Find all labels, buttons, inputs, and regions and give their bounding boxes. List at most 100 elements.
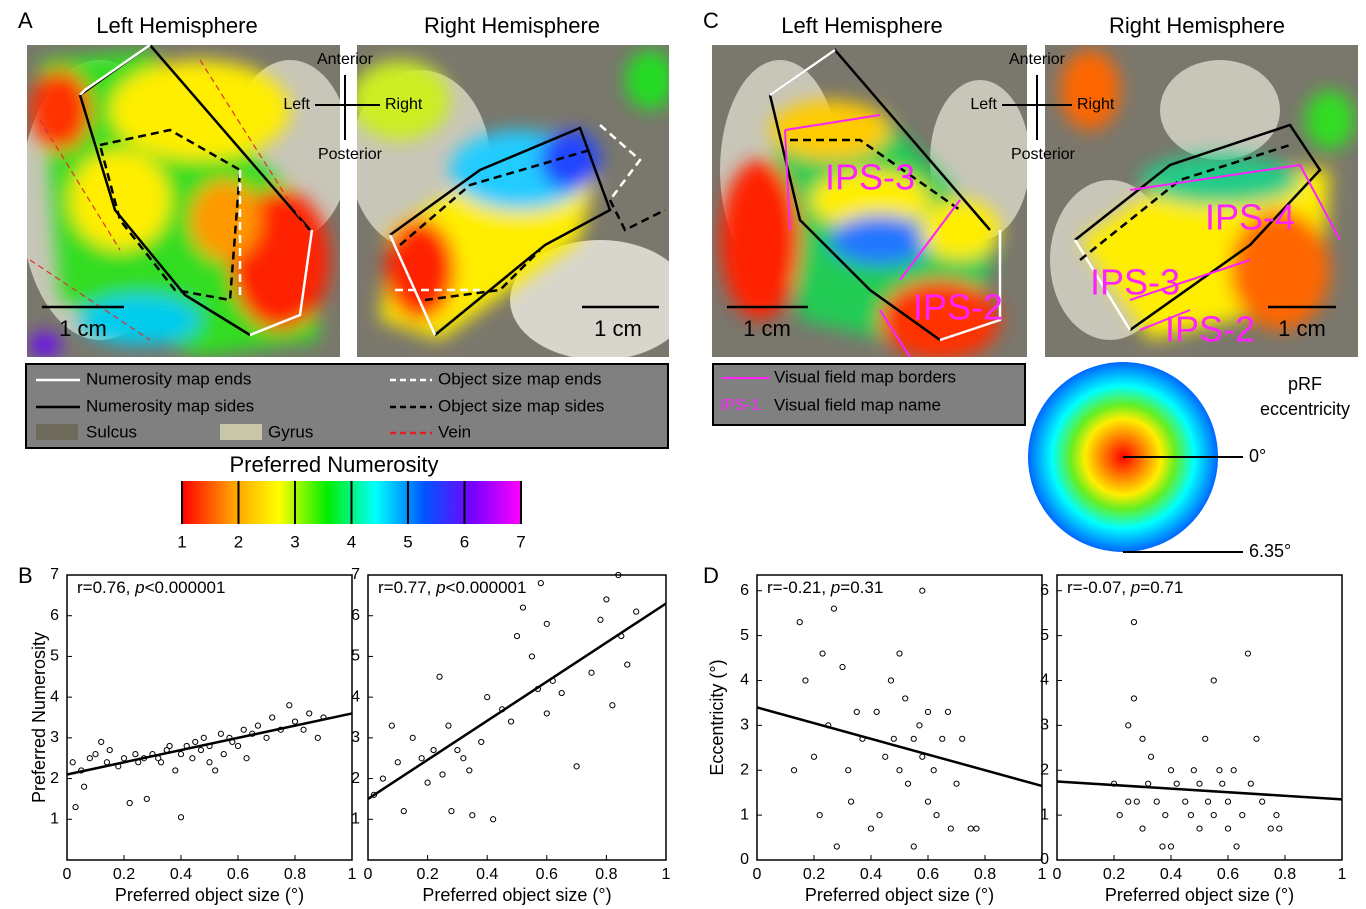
orientation-label: Left (283, 96, 310, 113)
x-tick-label: 0.8 (595, 866, 617, 883)
figure: A C B D Left Hemisphere Right Hemisphere… (0, 0, 1366, 909)
y-tick-label: 0 (740, 851, 749, 868)
y-tick-label: 3 (740, 717, 749, 734)
y-tick-label: 3 (351, 729, 360, 746)
scale-bar-label: 1 cm (1278, 316, 1326, 341)
x-tick-label: 0.2 (416, 866, 438, 883)
x-tick-label: 0.4 (1160, 866, 1182, 883)
x-tick-label: 0 (1053, 866, 1062, 883)
annotation-part: =0.31 (840, 578, 883, 597)
x-tick-label: 0.6 (536, 866, 558, 883)
x-tick-label: 0.8 (284, 866, 306, 883)
y-tick-label: 3 (50, 729, 59, 746)
legend: Numerosity map ends Numerosity map sides… (26, 364, 668, 448)
annotation-part: r=-0.07, (1067, 578, 1131, 597)
legend-label: Object size map ends (438, 369, 601, 388)
annotation-part: =0.71 (1140, 578, 1183, 597)
y-tick-label: 4 (50, 688, 59, 705)
annotation-part: <0.000001 (446, 578, 527, 597)
orientation-label: Anterior (317, 51, 374, 68)
y-tick-label: 0 (1040, 851, 1049, 868)
x-tick-label: 0.2 (113, 866, 135, 883)
y-tick-label: 7 (351, 566, 360, 583)
map-name: IPS-2 (1165, 309, 1255, 350)
y-tick-label: 3 (1040, 717, 1049, 734)
y-tick-label: 1 (351, 811, 360, 828)
annotation-part: p (435, 578, 445, 597)
x-tick-label: 0 (63, 866, 72, 883)
annotation-part: p (1130, 578, 1140, 597)
y-tick-label: 1 (50, 811, 59, 828)
annotation-part: r=0.77, (378, 578, 436, 597)
panel-label: A (18, 8, 33, 33)
y-tick-label: 4 (1040, 672, 1049, 689)
scale-bar-label: 1 cm (594, 316, 642, 341)
x-tick-label: 0.6 (917, 866, 939, 883)
scale-bar-label: 1 cm (59, 316, 107, 341)
key-tick-label: 6.35° (1249, 541, 1291, 561)
colorbar-tick-label: 3 (290, 532, 299, 551)
legend-sample: IPS-1 (720, 397, 760, 414)
colorbar-tick-label: 2 (234, 532, 243, 551)
annotation-part: p (830, 578, 840, 597)
legend-label: Sulcus (86, 422, 137, 441)
x-tick-label: 0.4 (170, 866, 192, 883)
y-tick-label: 6 (351, 607, 360, 624)
y-tick-label: 4 (740, 672, 749, 689)
brain-map: 1 cm (20, 45, 350, 357)
x-axis-label: Preferred object size (°) (1105, 885, 1294, 905)
colorbar-tick-label: 6 (460, 532, 469, 551)
annotation-part: p (134, 578, 144, 597)
annotation: r=0.76, p<0.000001 (77, 578, 225, 597)
hemisphere-title: Left Hemisphere (781, 13, 942, 38)
x-axis-label: Preferred object size (°) (422, 885, 611, 905)
x-tick-label: 0.2 (803, 866, 825, 883)
map-name: IPS-3 (825, 157, 915, 198)
y-tick-label: 4 (351, 688, 360, 705)
annotation-part: <0.000001 (145, 578, 226, 597)
annotation-part: r=-0.21, (767, 578, 831, 597)
y-tick-label: 5 (740, 627, 749, 644)
y-tick-label: 5 (1040, 627, 1049, 644)
y-axis-label: Preferred Numerosity (29, 632, 49, 803)
x-tick-label: 0.6 (227, 866, 249, 883)
y-tick-label: 1 (1040, 806, 1049, 823)
y-axis-label: Eccentricity (°) (707, 659, 727, 775)
y-tick-label: 2 (740, 761, 749, 778)
orientation-label: Right (385, 96, 423, 113)
key-title: pRF (1288, 374, 1322, 394)
hemisphere-title: Right Hemisphere (1109, 13, 1285, 38)
orientation-label: Posterior (318, 146, 383, 163)
map-name: IPS-4 (1205, 197, 1295, 238)
x-tick-label: 0 (753, 866, 762, 883)
y-tick-label: 6 (740, 582, 749, 599)
key-tick-label: 0° (1249, 446, 1266, 466)
legend-label: Gyrus (268, 422, 313, 441)
plot-frame (368, 575, 666, 860)
x-axis-label: Preferred object size (°) (805, 885, 994, 905)
y-tick-label: 5 (50, 648, 59, 665)
y-tick-label: 2 (50, 770, 59, 787)
plot-frame (1057, 575, 1342, 860)
annotation: r=-0.21, p=0.31 (767, 578, 883, 597)
x-tick-label: 0.2 (1103, 866, 1125, 883)
orientation-label: Left (970, 96, 997, 113)
x-tick-label: 1 (1038, 866, 1047, 883)
plot-frame (757, 575, 1042, 860)
panel-label: B (18, 563, 33, 588)
hemisphere-title: Right Hemisphere (424, 13, 600, 38)
x-tick-label: 0 (364, 866, 373, 883)
x-axis-label: Preferred object size (°) (115, 885, 304, 905)
y-tick-label: 2 (351, 770, 360, 787)
map-name: IPS-2 (913, 287, 1003, 328)
orientation-label: Anterior (1009, 51, 1066, 68)
y-tick-label: 6 (50, 607, 59, 624)
legend-label: Numerosity map ends (86, 369, 251, 388)
colorbar-tick-label: 7 (516, 532, 525, 551)
brain-map: IPS-3 IPS-2 1 cm (712, 45, 1030, 360)
brain-map: 1 cm (350, 45, 690, 360)
plot-frame (67, 575, 352, 860)
legend-label: Visual field map name (774, 395, 941, 414)
x-tick-label: 0.8 (974, 866, 996, 883)
x-tick-label: 1 (348, 866, 357, 883)
